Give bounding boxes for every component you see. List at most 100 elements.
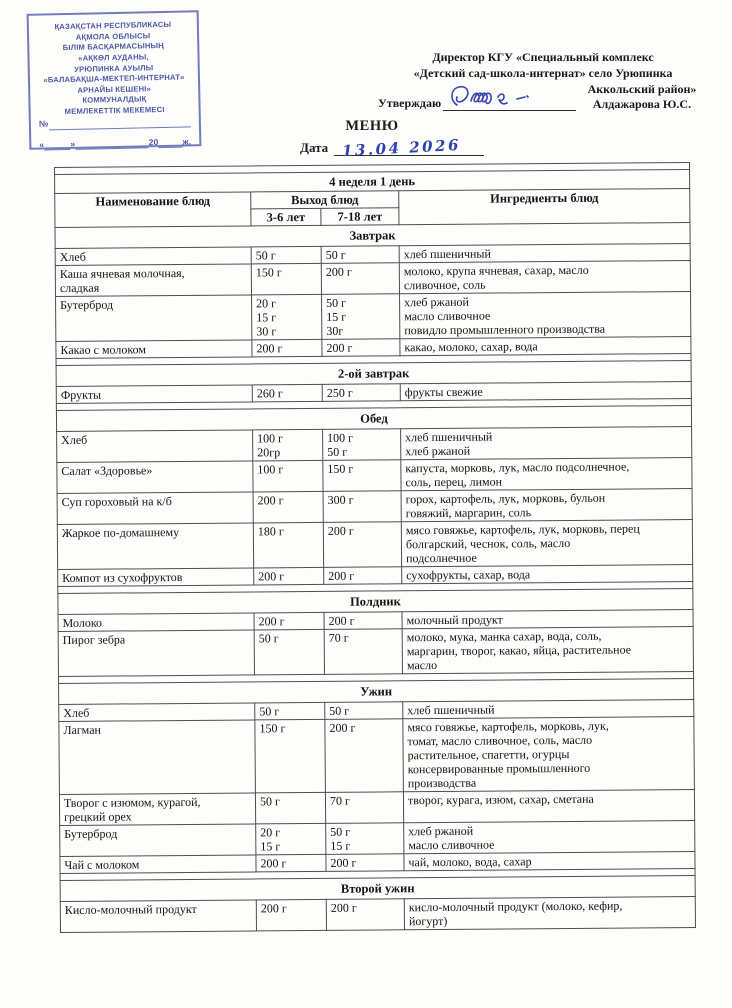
dish-ingredients: молоко, крупа ячневая, сахар, масло слив… <box>399 260 691 294</box>
portion-7-18: 200 г <box>323 566 402 585</box>
dish-ingredients: хлеб ржаной масло сливочное повидло пром… <box>399 291 691 339</box>
portion-7-18: 200 г <box>324 611 403 630</box>
portion-3-6: 50 г <box>255 792 326 824</box>
dish-name: Хлеб <box>55 246 252 266</box>
dish-name: Фрукты <box>56 384 253 404</box>
portion-3-6: 100 г <box>252 460 324 492</box>
portion-3-6: 50 г <box>254 702 325 720</box>
dish-name: Творог с изюмом, курагой, грецкий орех <box>59 792 256 826</box>
dish-name: Хлеб <box>56 429 253 463</box>
dish-name: Бутерброд <box>55 294 252 342</box>
date-label: Дата <box>300 140 329 155</box>
dish-ingredients: кисло-молочный продукт (молоко, кефир, й… <box>404 896 696 930</box>
dish-name: Салат «Здоровье» <box>56 460 254 494</box>
stamp-blank-line <box>75 138 149 151</box>
dish-ingredients: мясо говяжье, картофель, лук, морковь, п… <box>401 519 693 567</box>
portion-3-6: 200 г <box>251 339 322 357</box>
dish-ingredients: горох, картофель, лук, морковь, бульон г… <box>401 488 693 522</box>
dish-ingredients: мясо говяжье, картофель, морковь, лук, т… <box>402 716 695 792</box>
date-underline: 13.04 2026 <box>334 136 485 160</box>
col-header-ingredients: Ингредиенты блюд <box>398 188 690 225</box>
portion-7-18: 200 г <box>326 898 405 931</box>
portion-3-6: 200 г <box>253 491 324 523</box>
dish-name: Жаркое по-домашнему <box>57 522 254 570</box>
portion-7-18: 200 г <box>321 262 400 295</box>
portion-3-6: 50 г <box>254 629 325 675</box>
date-line: Дата 13.04 2026 <box>300 136 485 160</box>
stamp-year-suffix: ж. <box>182 135 192 147</box>
dish-name: Хлеб <box>58 702 255 722</box>
stamp-blank-line <box>158 137 183 149</box>
dish-row: Бутерброд 20 г 15 г 50 г 15 г хлеб ржано… <box>59 820 695 857</box>
portion-3-6: 180 г <box>253 522 324 568</box>
stamp-date-line: « » 20 ж. <box>38 136 192 151</box>
portion-3-6: 150 г <box>251 263 322 295</box>
approval-line-1: Директор КГУ «Специальный комплекс <box>432 50 654 64</box>
portion-3-6: 20 г 15 г <box>255 823 326 855</box>
portion-3-6: 200 г <box>256 899 327 931</box>
dish-ingredients: капуста, морковь, лук, масло подсолнечно… <box>400 457 693 491</box>
menu-table: 4 неделя 1 день Наименование блюд Выход … <box>54 162 696 933</box>
portion-7-18: 200 г <box>325 853 405 872</box>
portion-7-18: 50 г 15 г 30г <box>321 293 400 340</box>
portion-7-18: 250 г <box>322 383 401 402</box>
portion-7-18: 200 г <box>321 338 400 357</box>
portion-3-6: 50 г <box>251 246 322 264</box>
portion-7-18: 300 г <box>323 490 402 523</box>
dish-row: Творог с изюмом, курагой, грецкий орех 5… <box>59 789 695 826</box>
dish-ingredients: творог, курага, изюм, сахар, сметана <box>403 789 695 823</box>
portion-3-6: 100 г 20гр <box>252 429 323 461</box>
col-header-age-3-6: 3-6 лет <box>250 208 321 226</box>
portion-3-6: 200 г <box>255 854 327 872</box>
dish-row: Жаркое по-домашнему 180 г 200 г мясо гов… <box>57 519 693 570</box>
dish-row: Хлеб 100 г 20гр 100 г 50 г хлеб пшеничны… <box>56 426 692 463</box>
dish-row: Суп гороховый на к/б 200 г 300 г горох, … <box>57 488 693 525</box>
portion-3-6: 200 г <box>253 567 324 585</box>
stamp-blank-line <box>44 140 71 151</box>
portion-7-18: 150 г <box>322 459 402 492</box>
col-header-output: Выход блюд <box>250 190 399 209</box>
col-header-name: Наименование блюд <box>54 191 251 228</box>
portion-7-18: 50 г <box>321 245 400 264</box>
approve-line: Утверждаю <box>378 82 576 111</box>
stamp-year-prefix: 20 <box>148 136 159 147</box>
portion-7-18: 50 г <box>324 701 403 720</box>
dish-ingredients: хлеб пшеничный хлеб ржаной <box>400 426 692 460</box>
approval-signature-row: Утверждаю Аккольский район» Алдажарова Ю… <box>378 82 708 111</box>
portion-3-6: 200 г <box>254 612 325 630</box>
dish-name: Компот из сухофруктов <box>57 567 254 587</box>
dish-name: Молоко <box>58 612 255 632</box>
dish-row: Пирог зебра 50 г 70 г молоко, мука, манк… <box>58 626 694 677</box>
signature-line <box>443 85 576 111</box>
portion-3-6: 150 г <box>254 719 326 793</box>
approver-block: Аккольский район» Алдажарова Ю.С. <box>576 82 708 111</box>
portion-7-18: 70 г <box>324 628 403 675</box>
approval-block: Директор КГУ «Специальный комплекс «Детс… <box>378 50 708 111</box>
dish-name: Пирог зебра <box>58 629 255 677</box>
portion-7-18: 200 г <box>324 718 404 793</box>
signature-scribble <box>451 85 529 106</box>
portion-7-18: 200 г <box>323 521 402 568</box>
dish-row: Каша ячневая молочная, сладкая 150 г 200… <box>55 260 691 297</box>
approval-line-3: Аккольский район» <box>587 82 697 96</box>
dish-row: Лагман 150 г 200 г мясо говяжье, картофе… <box>58 716 695 795</box>
handwritten-date: 13.04 2026 <box>341 135 462 161</box>
menu-title: МЕНЮ <box>345 118 399 134</box>
dish-row: Салат «Здоровье» 100 г 150 г капуста, мо… <box>56 457 693 494</box>
approve-label: Утверждаю <box>378 95 442 110</box>
portion-7-18: 100 г 50 г <box>322 428 401 461</box>
col-header-age-7-18: 7-18 лет <box>320 207 399 226</box>
dish-name: Чай с молоком <box>59 854 257 874</box>
dish-name: Бутерброд <box>59 823 256 857</box>
dish-name: Суп гороховый на к/б <box>57 491 254 525</box>
dish-name: Каша ячневая молочная, сладкая <box>55 263 252 297</box>
dish-ingredients: молоко, мука, манка сахар, вода, соль, м… <box>402 626 694 674</box>
portion-7-18: 50 г 15 г <box>325 822 404 855</box>
approval-line-2: «Детский сад-школа-интернат» село Урюпин… <box>413 65 673 80</box>
dish-ingredients: хлеб ржаной масло сливочное <box>403 820 695 854</box>
approver-name: Алдажарова Ю.С. <box>592 96 692 111</box>
dish-name: Лагман <box>58 719 256 795</box>
portion-7-18: 70 г <box>325 791 404 824</box>
dish-row: Кисло-молочный продукт 200 г 200 г кисло… <box>60 896 696 933</box>
